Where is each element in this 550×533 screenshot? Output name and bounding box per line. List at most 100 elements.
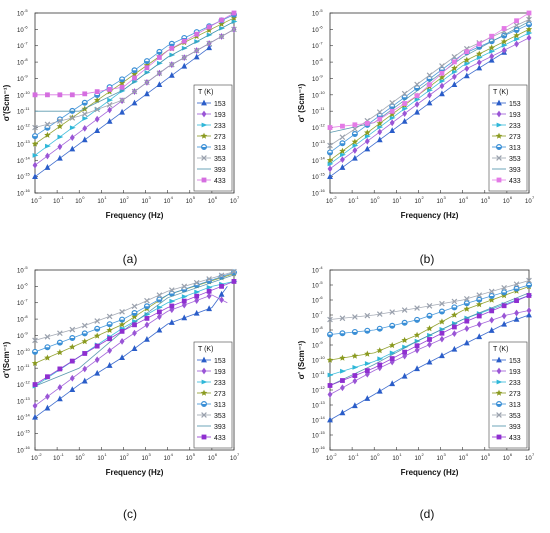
x-axis-label: Frequency (Hz): [401, 211, 459, 220]
y-tick-label: 10: [312, 314, 319, 320]
triangle-marker: [401, 118, 408, 124]
diamond-marker: [201, 367, 207, 375]
x-tick-exp: 3: [149, 452, 152, 457]
circle-half-fill: [389, 325, 395, 329]
series-line: [329, 280, 530, 320]
series-line: [329, 32, 530, 165]
x-tick-exp: -1: [355, 195, 359, 200]
x-tick-exp: 6: [510, 195, 513, 200]
circle-half-fill: [377, 328, 383, 332]
circle-half-fill: [327, 334, 333, 337]
y-tick-label: 10: [312, 44, 319, 50]
series-393: [329, 292, 530, 386]
diamond-marker: [427, 91, 432, 99]
diamond-marker: [57, 384, 63, 391]
triangle-right-marker: [501, 42, 508, 48]
diamond-marker: [57, 143, 63, 151]
circle-half-fill: [69, 338, 75, 341]
y-tick-label: 10: [312, 389, 319, 395]
triangle-marker: [364, 395, 371, 401]
diamond-marker: [327, 165, 333, 173]
panel-caption: (a): [123, 252, 138, 266]
triangle-marker: [156, 326, 163, 333]
x-tick-exp: 1: [399, 452, 402, 457]
x-tick-label: 10: [164, 199, 171, 205]
star-marker: [56, 349, 64, 356]
x-tick-exp: 0: [377, 195, 380, 200]
square-marker: [132, 322, 137, 328]
triangle-marker: [106, 362, 113, 368]
square-marker: [181, 298, 187, 304]
y-tick-label: 10: [312, 93, 319, 99]
x-tick-label: 10: [97, 456, 104, 462]
triangle-right-marker: [201, 122, 208, 128]
diamond-marker: [377, 128, 383, 136]
x-tick-exp: 7: [237, 195, 240, 200]
legend-label: 233: [214, 123, 226, 130]
circle-half-fill: [132, 70, 137, 73]
series-line: [35, 21, 235, 112]
circle-half-fill: [94, 94, 100, 98]
square-marker: [402, 101, 408, 106]
x-tick-exp: 3: [444, 452, 447, 457]
y-tick-exp: -8: [24, 314, 28, 319]
x-tick-exp: 4: [466, 452, 469, 457]
triangle-marker: [94, 127, 101, 134]
circle-half-fill: [402, 322, 408, 326]
legend-label: 153: [509, 101, 521, 108]
triangle-right-marker: [496, 379, 503, 385]
y-tick-label: 10: [312, 344, 319, 350]
y-tick-label: 10: [17, 44, 24, 50]
star-marker: [364, 129, 371, 136]
x-marker: [526, 277, 532, 284]
diamond-marker: [402, 352, 408, 360]
triangle-marker: [426, 358, 433, 365]
legend-label: 273: [214, 391, 226, 398]
x-marker: [57, 118, 63, 124]
y-tick-exp: -11: [319, 106, 325, 111]
series-393: [329, 21, 530, 133]
x-marker: [119, 308, 125, 315]
square-marker: [451, 59, 457, 65]
x-marker: [81, 322, 88, 329]
x-marker: [364, 312, 371, 319]
x-tick-label: 10: [437, 456, 444, 462]
triangle-right-marker: [327, 372, 334, 378]
x-marker: [513, 281, 520, 287]
y-tick-exp: -15: [24, 429, 31, 434]
star-marker: [93, 332, 101, 339]
circle-half-fill: [501, 292, 507, 295]
diamond-marker: [107, 347, 113, 355]
circle-half-fill: [496, 147, 502, 150]
triangle-marker: [193, 53, 200, 60]
x-tick-exp: 1: [104, 452, 107, 457]
star-marker: [339, 354, 346, 361]
square-marker: [194, 293, 200, 299]
triangle-right-marker: [414, 97, 421, 102]
star-marker: [200, 389, 208, 396]
triangle-right-marker: [327, 161, 334, 167]
legend-label: 433: [509, 435, 521, 442]
x-marker: [32, 337, 38, 344]
circle-half-fill: [364, 330, 370, 334]
legend-label: 433: [509, 178, 521, 185]
x-marker: [144, 297, 150, 304]
circle-half-fill: [414, 319, 420, 323]
triangle-right-marker: [489, 49, 496, 54]
y-tick-exp: -13: [24, 139, 31, 144]
triangle-marker: [426, 99, 433, 106]
y-tick-exp: -10: [319, 355, 326, 360]
square-marker: [219, 17, 224, 23]
series-line: [329, 292, 530, 386]
triangle-marker: [488, 327, 495, 333]
y-tick-exp: -8: [319, 57, 323, 62]
diamond-marker: [496, 367, 502, 375]
x-axis-label: Frequency (Hz): [106, 211, 164, 220]
y-tick-label: 10: [312, 12, 319, 18]
x-tick-exp: 4: [466, 195, 469, 200]
legend: T (K)153 193 233 273 313 353 393 433: [193, 341, 233, 449]
triangle-marker: [327, 416, 333, 423]
series-153: [32, 286, 228, 420]
triangle-marker: [327, 173, 333, 180]
series-233: [327, 30, 533, 167]
